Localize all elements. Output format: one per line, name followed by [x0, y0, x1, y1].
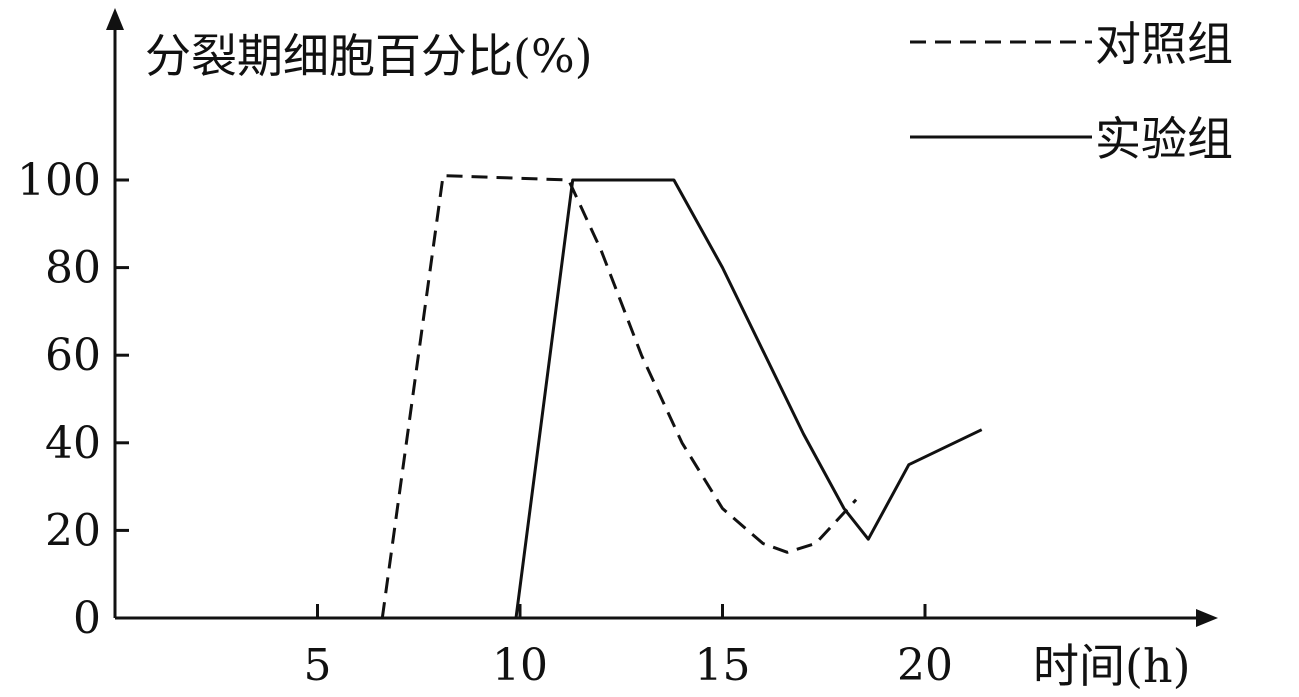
series-line-0 — [380, 174, 858, 619]
x-axis-title: 时间(h) — [1033, 639, 1191, 693]
x-tick-label-10: 10 — [492, 640, 548, 691]
y-tick-label-20: 20 — [45, 505, 101, 556]
series-line-1 — [514, 178, 983, 619]
y-tick-label-60: 60 — [45, 330, 101, 381]
y-tick-label-40: 40 — [45, 418, 101, 469]
axes: 0 20 40 60 80 100 5 10 15 20 — [17, 8, 1218, 691]
series-layer — [380, 174, 983, 619]
x-tick-label-20: 20 — [897, 640, 953, 691]
y-axis-arrow — [106, 8, 124, 30]
x-axis-arrow — [1196, 609, 1218, 627]
y-tick-label-80: 80 — [45, 243, 101, 294]
x-tick-label-15: 15 — [695, 640, 751, 691]
legend: 对照组 实验组 — [910, 17, 1233, 166]
y-tick-label-0: 0 — [73, 593, 101, 644]
labels: 分裂期细胞百分比(%) 时间(h) — [145, 29, 1191, 693]
legend-label-experimental: 实验组 — [1095, 112, 1233, 166]
y-tick-label-100: 100 — [17, 155, 101, 206]
y-axis-title: 分裂期细胞百分比(%) — [145, 29, 593, 83]
legend-label-control: 对照组 — [1095, 17, 1233, 71]
x-tick-label-5: 5 — [304, 640, 332, 691]
